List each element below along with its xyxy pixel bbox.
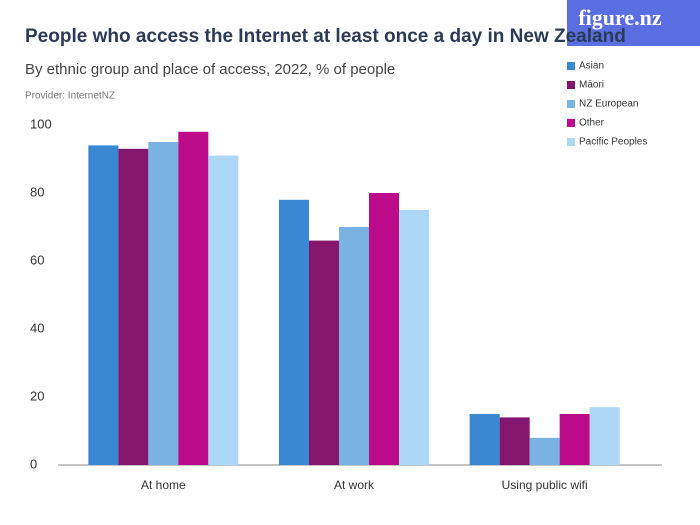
legend-label: Asian (579, 61, 604, 72)
bar (469, 414, 500, 465)
bar (589, 407, 620, 465)
bar (208, 155, 239, 465)
x-tick-label: At home (141, 478, 186, 492)
bar (88, 145, 119, 465)
legend-swatch (567, 138, 575, 146)
legend-label: Māori (579, 80, 604, 91)
y-tick-label: 0 (30, 456, 37, 471)
provider: Provider: InternetNZ (25, 91, 115, 102)
y-tick-label: 80 (30, 184, 44, 199)
bar (529, 437, 560, 465)
bar (369, 193, 399, 465)
brand-logo: figure.nz (578, 5, 662, 30)
bar (309, 240, 339, 465)
legend-swatch (567, 62, 575, 70)
y-tick-label: 60 (30, 252, 44, 267)
brand-box (567, 0, 700, 46)
bar (399, 210, 429, 465)
bar (178, 131, 209, 466)
legend-label: Pacific Peoples (579, 137, 647, 148)
y-tick-label: 40 (30, 320, 44, 335)
legend-label: Other (579, 118, 605, 129)
bar (499, 417, 530, 465)
legend-swatch (567, 119, 575, 127)
bar (279, 199, 309, 466)
chart-title: People who access the Internet at least … (25, 26, 626, 47)
chart-subtitle: By ethnic group and place of access, 202… (25, 61, 395, 78)
bar (118, 148, 149, 466)
bar (339, 227, 369, 465)
x-tick-label: At work (334, 478, 375, 492)
y-tick-label: 20 (30, 388, 44, 403)
y-tick-label: 100 (30, 116, 52, 131)
x-tick-label: Using public wifi (502, 478, 588, 492)
bar (148, 142, 179, 465)
bar (559, 414, 590, 465)
legend-swatch (567, 100, 575, 108)
legend-swatch (567, 81, 575, 89)
legend-label: NZ European (579, 99, 638, 110)
